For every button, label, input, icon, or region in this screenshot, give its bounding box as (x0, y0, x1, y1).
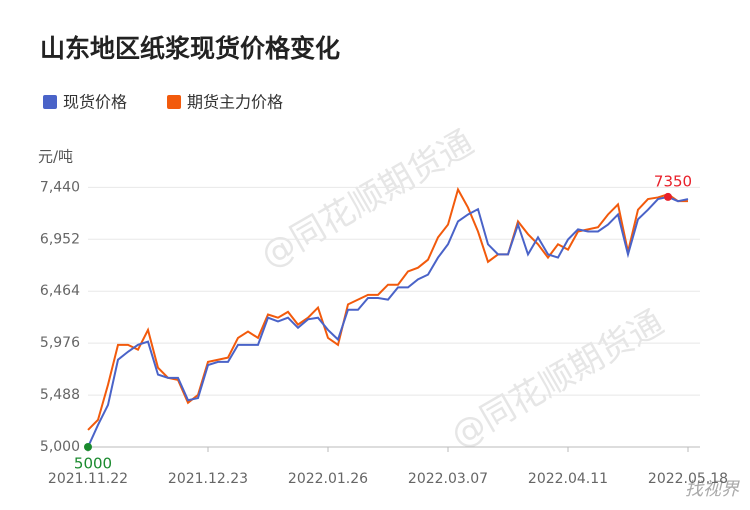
watermark: @同花顺期货通 (254, 123, 480, 277)
x-tick-label: 2021.11.22 (48, 471, 128, 487)
x-tick-label: 2022.03.07 (408, 471, 488, 487)
series-line (87, 186, 688, 431)
y-tick-label: 5,000 (40, 439, 80, 455)
legend-label: 期货主力价格 (187, 93, 283, 112)
data-label: 7350 (654, 172, 692, 190)
data-label: 5000 (74, 455, 112, 473)
y-tick-label: 5,488 (40, 387, 80, 403)
y-axis-label: 元/吨 (38, 148, 73, 166)
x-tick-label: 2022.04.11 (528, 471, 608, 487)
x-tick-label: 2022.05.18 (648, 471, 728, 487)
legend-label: 现货价格 (63, 93, 127, 112)
legend-swatch (167, 95, 182, 109)
logo: 找视界 (685, 479, 740, 500)
y-tick-label: 5,976 (40, 335, 80, 351)
highlight-point (84, 443, 92, 451)
y-tick-label: 6,464 (40, 283, 80, 299)
series-line (87, 195, 689, 448)
watermark: @同花顺期货通 (444, 303, 670, 457)
legend-swatch (43, 95, 57, 109)
highlight-point (664, 192, 672, 201)
x-tick-label: 2022.01.26 (288, 471, 368, 487)
watermarks: @同花顺期货通 @同花顺期货通 (254, 123, 670, 457)
y-tick-label: 7,440 (40, 179, 80, 195)
chart-title: 山东地区纸浆现货价格变化 (40, 34, 340, 63)
y-tick-label: 6,952 (40, 231, 80, 247)
x-tick-label: 2021.12.23 (168, 471, 248, 487)
